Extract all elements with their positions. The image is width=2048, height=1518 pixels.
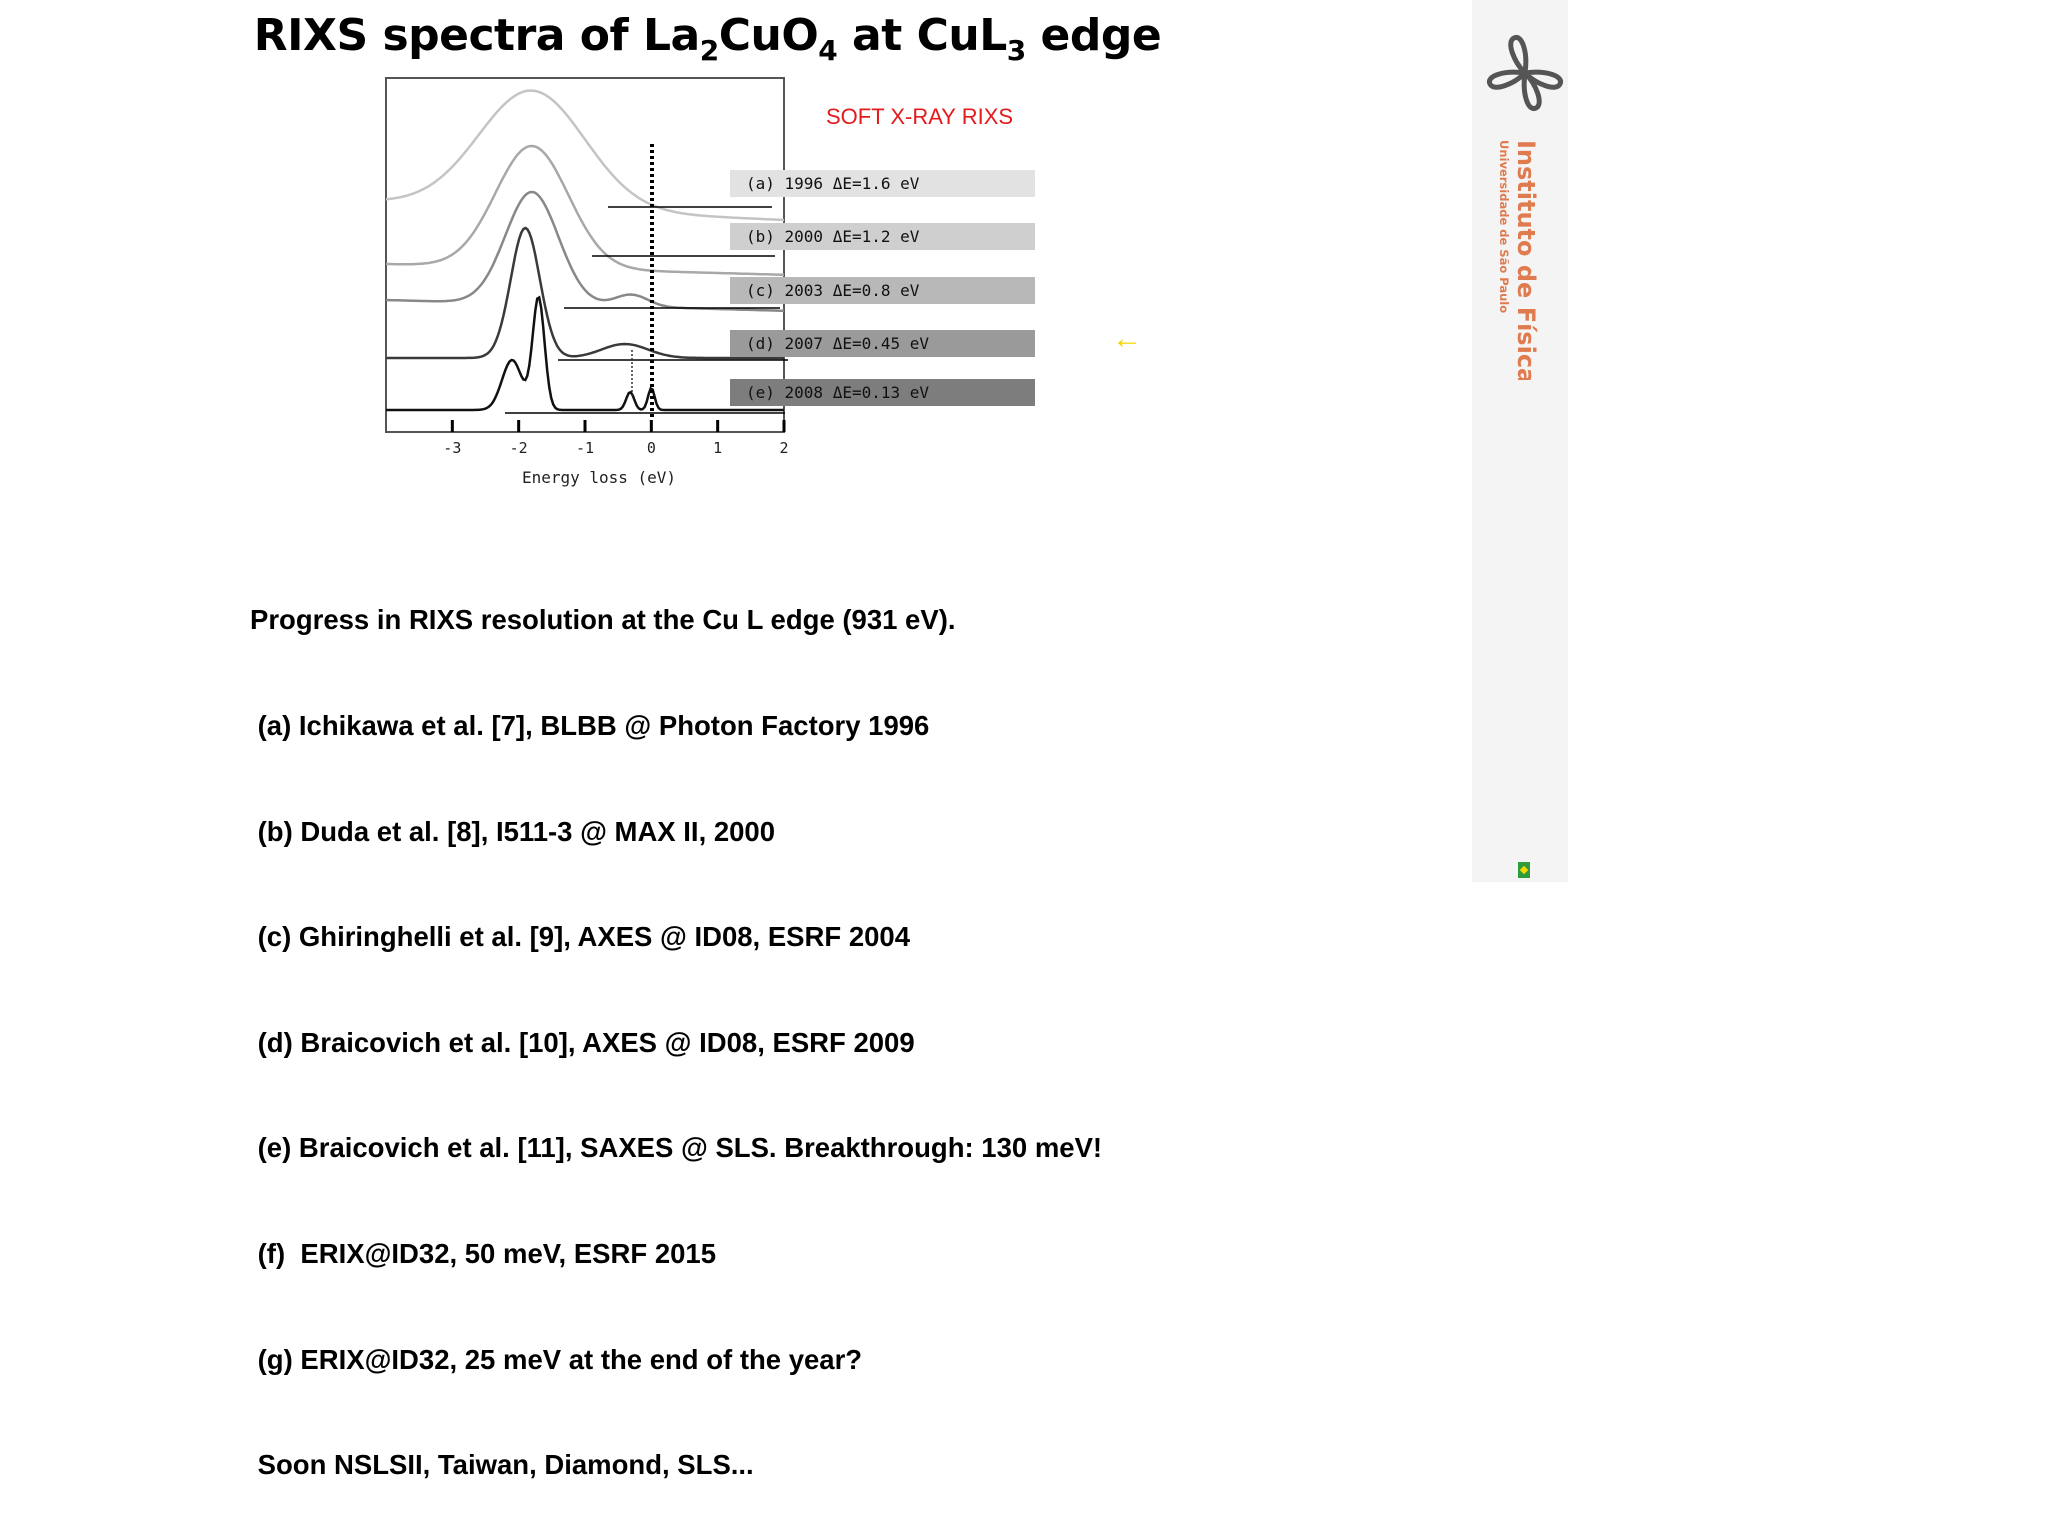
slide-title: RIXS spectra of La2CuO4 at CuL3 edge	[253, 10, 1162, 67]
spectrum-curve	[386, 295, 784, 412]
institute-logo-icon	[1487, 35, 1563, 111]
body-line: (f) ERIX@ID32, 50 meV, ESRF 2015	[250, 1238, 716, 1270]
body-line: (c) Ghiringhelli et al. [9], AXES @ ID08…	[250, 921, 910, 953]
brand-sub: Universidade de São Paulo	[1498, 140, 1511, 313]
brand-sidebar	[1472, 0, 1568, 882]
body-line: (d) Braicovich et al. [10], AXES @ ID08,…	[250, 1026, 915, 1058]
body-line: (a) Ichikawa et al. [7], BLBB @ Photon F…	[250, 710, 930, 742]
rixs-chart: -3 -2 -1 0 1 2 Energy loss (eV)	[385, 77, 789, 487]
left-arrow-icon: ←	[1112, 322, 1142, 355]
x-tick-label: 1	[713, 439, 722, 457]
spectrum-badge: (b) 2000 ΔE=1.2 eV	[730, 223, 1035, 250]
spectrum-badge: (c) 2003 ΔE=0.8 eV	[730, 277, 1035, 304]
spectrum-badge: (e) 2008 ΔE=0.13 eV	[730, 379, 1035, 406]
description-text: Progress in RIXS resolution at the Cu L …	[250, 532, 1102, 1518]
body-line: (e) Braicovich et al. [11], SAXES @ SLS.…	[250, 1132, 1103, 1164]
x-axis-label: Energy loss (eV)	[522, 468, 676, 487]
plot-frame	[385, 77, 785, 433]
brazil-flag-icon	[1518, 862, 1530, 878]
spectrum-badge: (a) 1996 ΔE=1.6 eV	[730, 170, 1035, 197]
soft-xray-label: SOFT X-RAY RIXS	[826, 104, 1014, 129]
x-tick-label: 2	[779, 439, 788, 457]
spectrum-curve	[386, 144, 785, 277]
spectrum-curve	[386, 226, 784, 360]
x-tick-label: -1	[576, 439, 594, 457]
x-tick-label: -3	[443, 439, 461, 457]
brand-name: Instituto de Física	[1512, 140, 1540, 380]
spectrum-curve	[385, 89, 785, 222]
body-line: Soon NSLSII, Taiwan, Diamond, SLS...	[250, 1449, 754, 1481]
body-line: (g) ERIX@ID32, 25 meV at the end of the …	[250, 1343, 863, 1375]
institute-brand: Instituto de Física Universidade de São …	[1498, 140, 1540, 380]
x-tick-label: -2	[510, 439, 528, 457]
x-tick-label: 0	[647, 439, 656, 457]
spectrum-curve	[385, 190, 785, 313]
body-line: Progress in RIXS resolution at the Cu L …	[250, 604, 956, 636]
spectrum-badge: (d) 2007 ΔE=0.45 eV	[730, 330, 1035, 357]
body-line: (b) Duda et al. [8], I511-3 @ MAX II, 20…	[250, 815, 776, 847]
